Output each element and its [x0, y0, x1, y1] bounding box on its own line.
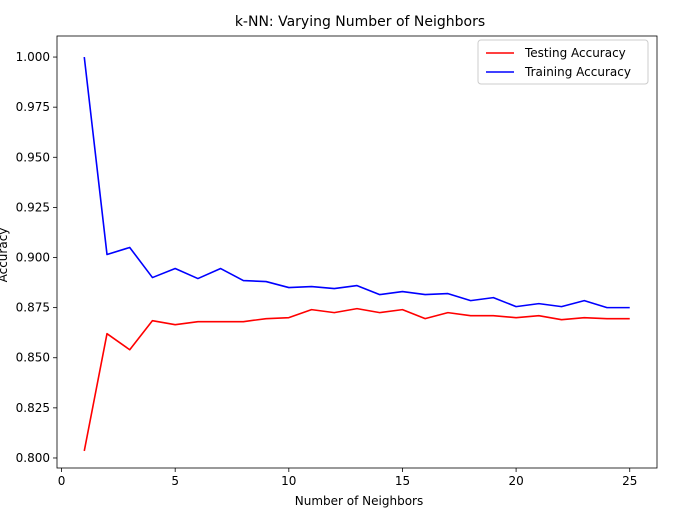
legend-label: Testing Accuracy: [524, 46, 626, 60]
y-tick-label: 1.000: [16, 50, 50, 64]
y-tick-label: 0.875: [16, 301, 50, 315]
y-tick-label: 0.800: [16, 451, 50, 465]
series-line-training: [83, 56, 630, 309]
y-tick-label: 0.950: [16, 150, 50, 164]
x-axis: 0 5 10 15 20 25: [58, 468, 637, 488]
chart-title: k-NN: Varying Number of Neighbors: [235, 14, 485, 30]
x-tick-label: 25: [622, 474, 637, 488]
legend-box: [477, 39, 649, 85]
y-tick-label: 0.825: [16, 401, 50, 415]
y-tick-label: 0.900: [16, 251, 50, 265]
x-tick-label: 10: [281, 474, 296, 488]
plot-frame: [56, 35, 658, 469]
x-tick-label: 0: [58, 474, 66, 488]
y-axis-label: Accuracy: [0, 228, 10, 283]
series-line-testing: [83, 307, 630, 452]
y-axis: 0.800 0.825 0.850 0.875 0.900 0.925 0.950 0.975…: [16, 50, 57, 465]
y-tick-label: 0.975: [16, 100, 50, 114]
x-tick-label: 5: [171, 474, 179, 488]
legend: Testing Accuracy Training Accuracy: [477, 39, 649, 85]
y-tick-label: 0.925: [16, 200, 50, 214]
y-tick-label: 0.850: [16, 351, 50, 365]
x-tick-label: 20: [508, 474, 523, 488]
x-axis-label: Number of Neighbors: [295, 494, 423, 508]
plot-area: [56, 35, 658, 469]
legend-label: Training Accuracy: [524, 65, 631, 79]
x-tick-label: 15: [395, 474, 410, 488]
series-layer: [83, 56, 630, 452]
